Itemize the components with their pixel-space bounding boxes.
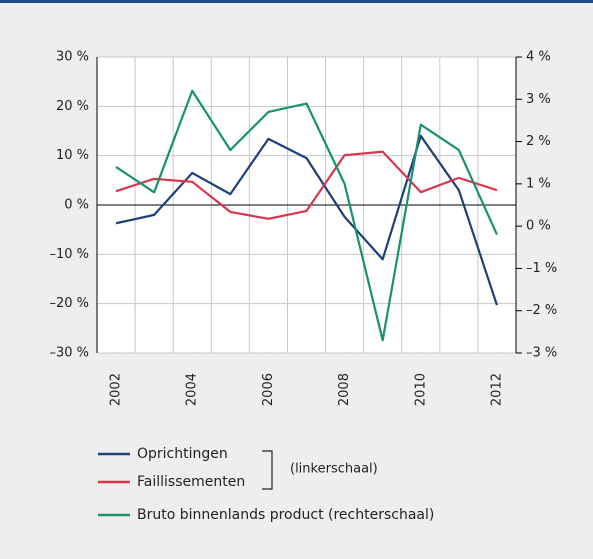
x-tick-label: 2008 [337, 373, 352, 406]
y2-tick-label: –1 % [526, 261, 557, 276]
y-tick-label: –30 % [49, 346, 89, 361]
y2-tick-label: 4 % [526, 50, 551, 65]
legend-label: Faillissementen [137, 474, 245, 490]
x-tick-label: 2002 [109, 373, 124, 406]
y-tick-label: 20 % [56, 99, 89, 114]
y-tick-label: 0 % [64, 198, 89, 213]
x-tick-label: 2010 [413, 373, 428, 406]
top-rule [0, 0, 593, 3]
series-line [115, 150, 498, 220]
y2-tick-label: 3 % [526, 92, 551, 107]
y-tick-label: 10 % [56, 148, 89, 163]
y2-tick-label: 2 % [526, 134, 551, 149]
y-tick-label: –10 % [49, 247, 89, 262]
y-tick-label: 30 % [56, 50, 89, 65]
y-tick-label: –20 % [49, 296, 89, 311]
x-tick-label: 2006 [261, 373, 276, 406]
x-tick-label: 2004 [185, 373, 200, 406]
y2-tick-label: –2 % [526, 303, 557, 318]
y2-tick-label: 1 % [526, 176, 551, 191]
legend-label: Bruto binnenlands product (rechterschaal… [137, 507, 434, 523]
series-line [115, 134, 498, 306]
legend-bracket [262, 450, 273, 490]
series-line [115, 89, 498, 342]
legend-annotation: (linkerschaal) [290, 462, 378, 477]
legend-label: Oprichtingen [137, 446, 228, 462]
y2-tick-label: 0 % [526, 219, 551, 234]
y2-tick-label: –3 % [526, 346, 557, 361]
x-tick-label: 2012 [489, 373, 504, 406]
